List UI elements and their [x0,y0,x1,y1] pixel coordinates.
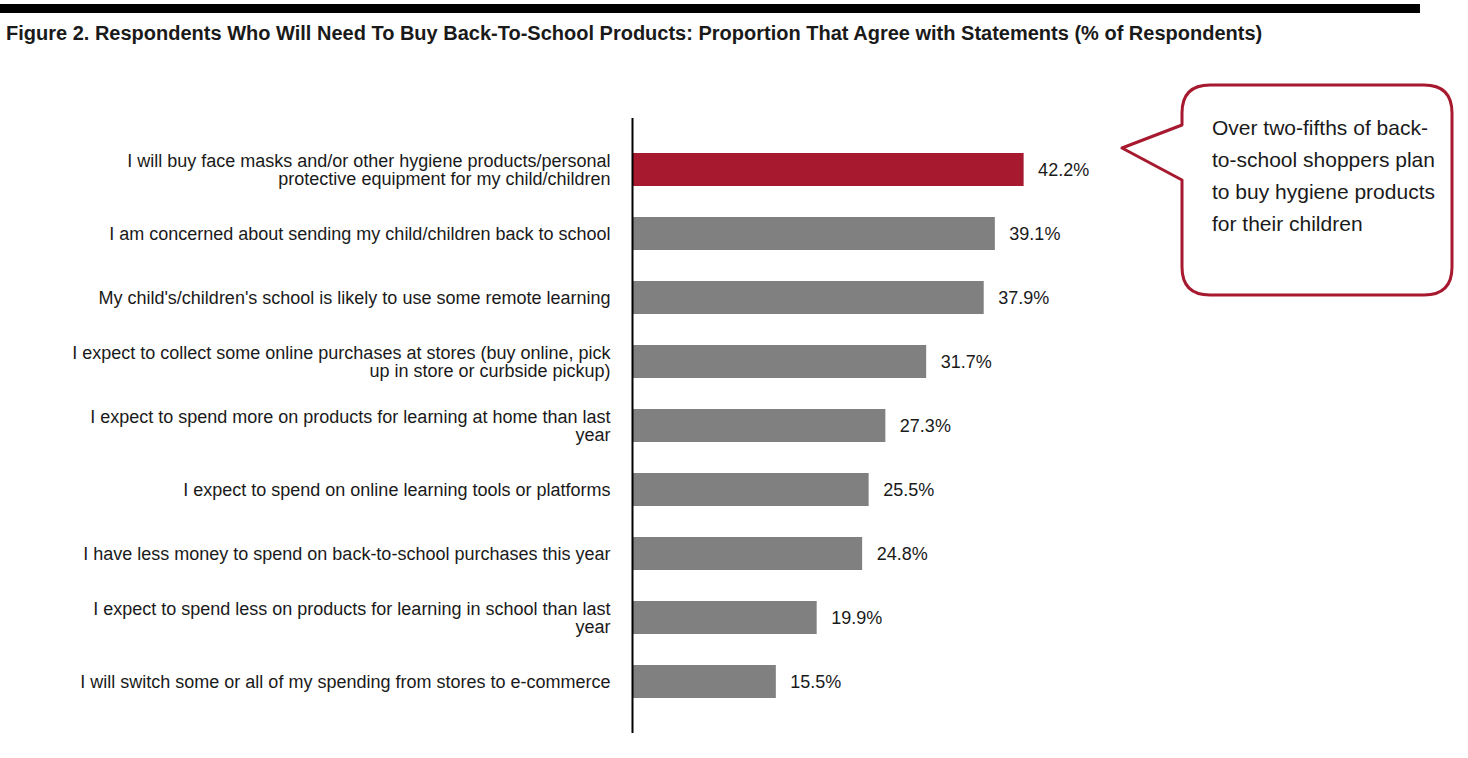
html-text:Figure 2. Respondents Who Will: Figure 2. Respondents Who Will Need To B… [6,22,1263,44]
svg-text:I am concerned about sending m: I am concerned about sending my child/ch… [109,224,610,244]
svg-text:25.5%: 25.5% [883,480,934,500]
svg-text:I expect to spend more on prod: I expect to spend more on products for l… [90,407,610,445]
svg-text:I expect to spend on online le: I expect to spend on online learning too… [183,480,610,500]
svg-text:31.7%: 31.7% [941,352,992,372]
svg-text:I expect to spend less on prod: I expect to spend less on products for l… [93,599,610,637]
svg-text:42.2%: 42.2% [1038,160,1089,180]
svg-text:39.1%: 39.1% [1009,224,1060,244]
html-text:Over two-fifths of back-to-sch: Over two-fifths of back-to-school shoppe… [1212,116,1435,235]
svg-text:I will buy face masks and/or o: I will buy face masks and/or other hygie… [127,151,610,189]
svg-text:15.5%: 15.5% [790,672,841,692]
svg-text:37.9%: 37.9% [998,288,1049,308]
svg-text:I expect to collect some onlin: I expect to collect some online purchase… [72,343,611,381]
svg-text:I will switch some or all of m: I will switch some or all of my spending… [80,672,610,692]
svg-text:I have less money to spend on: I have less money to spend on back-to-sc… [83,544,610,564]
svg-text:24.8%: 24.8% [877,544,928,564]
svg-text:My child's/children's school i: My child's/children's school is likely t… [98,288,610,308]
svg-text:19.9%: 19.9% [831,608,882,628]
svg-text:27.3%: 27.3% [900,416,951,436]
